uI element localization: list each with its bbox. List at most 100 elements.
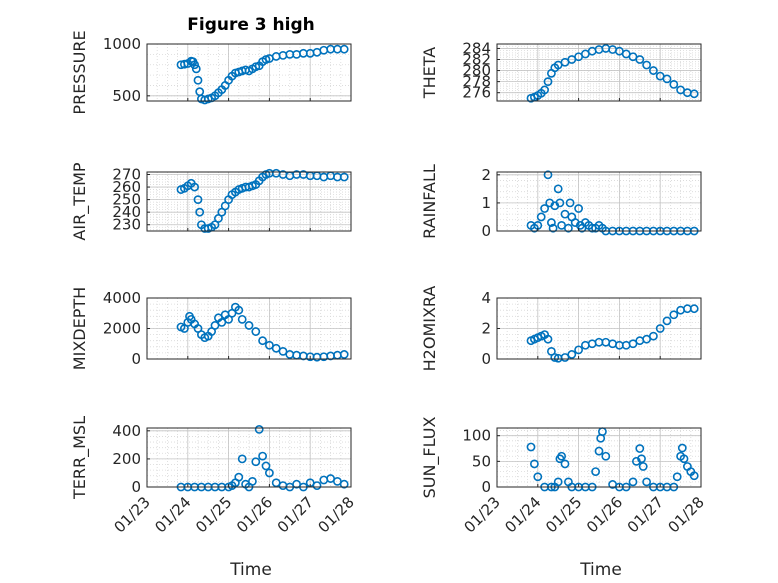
data-point-terr_msl bbox=[234, 472, 244, 482]
data-point-sun_flux bbox=[642, 477, 651, 487]
data-point-mixdepth bbox=[217, 317, 227, 327]
y-tick-label: 2 bbox=[481, 320, 491, 338]
y-tick-label: 0 bbox=[481, 478, 491, 496]
data-point-sun_flux bbox=[689, 471, 699, 481]
axes-box bbox=[146, 427, 352, 488]
y-tick-label: 400 bbox=[112, 422, 141, 440]
data-point-theta bbox=[662, 74, 672, 84]
x-tick-label: 01/28 bbox=[315, 493, 358, 536]
data-point-h2omixra bbox=[574, 345, 583, 355]
x-tick-label: 01/26 bbox=[233, 493, 276, 536]
x-tick-label: 01/24 bbox=[151, 493, 194, 536]
data-point-mixdepth bbox=[237, 314, 247, 324]
data-point-pressure bbox=[190, 60, 199, 70]
panel-h2omixra: 0 2 4 H2OMIXRA bbox=[420, 286, 702, 371]
y-tick-label: 2000 bbox=[103, 320, 141, 338]
y-axis-label: AIR_TEMP bbox=[70, 162, 90, 240]
data-point-rainfall bbox=[553, 184, 563, 194]
panel-mixdepth: 0 2000 4000 MIXDEPTH bbox=[70, 287, 352, 370]
panel-rainfall: 0 1 2 RAINFALL bbox=[420, 164, 702, 240]
data-point-h2omixra bbox=[543, 334, 553, 344]
figure-title: Figure 3 high bbox=[187, 15, 315, 35]
data-point-sun_flux bbox=[591, 467, 600, 477]
panel-pressure: 500 1000 PRESSURE bbox=[70, 30, 352, 115]
y-tick-label: 0 bbox=[481, 350, 491, 368]
data-point-h2omixra bbox=[642, 334, 651, 344]
data-point-rainfall bbox=[555, 198, 565, 208]
y-tick-label: 284 bbox=[462, 39, 491, 57]
data-point-terr_msl bbox=[339, 479, 349, 489]
data-point-air_temp bbox=[339, 172, 349, 182]
data-point-h2omixra bbox=[649, 331, 658, 341]
panel-sun_flux: 0 50 100 SUN_FLUX 01/2301/2401/2501/2601/270… bbox=[420, 417, 708, 580]
data-point-mixdepth bbox=[278, 346, 288, 356]
data-point-sun_flux bbox=[635, 444, 645, 453]
y-axis-label: MIXDEPTH bbox=[70, 287, 89, 370]
data-point-sun_flux bbox=[679, 454, 689, 464]
y-tick-label: 250 bbox=[112, 191, 141, 209]
data-point-rainfall bbox=[564, 223, 573, 233]
data-point-rainfall bbox=[540, 204, 549, 213]
data-point-terr_msl bbox=[251, 457, 261, 467]
data-point-mixdepth bbox=[210, 321, 220, 330]
data-point-rainfall bbox=[574, 204, 583, 213]
data-point-mixdepth bbox=[339, 350, 349, 359]
data-point-theta bbox=[540, 85, 549, 95]
data-point-theta bbox=[689, 89, 699, 99]
data-point-rainfall bbox=[536, 212, 546, 222]
data-point-air_temp bbox=[195, 207, 205, 217]
data-point-pressure bbox=[191, 64, 201, 74]
y-tick-label: 4000 bbox=[103, 289, 141, 307]
data-point-terr_msl bbox=[261, 461, 271, 471]
y-tick-label: 0 bbox=[131, 350, 141, 368]
data-point-air_temp bbox=[190, 182, 199, 192]
axes-box bbox=[496, 43, 702, 102]
data-point-mixdepth bbox=[234, 305, 244, 315]
data-point-pressure bbox=[339, 44, 349, 54]
axes-box bbox=[146, 171, 352, 232]
data-point-terr_msl bbox=[258, 451, 267, 461]
data-point-h2omixra bbox=[628, 339, 638, 349]
axes-box bbox=[496, 427, 702, 488]
x-tick-label: 01/23 bbox=[111, 493, 154, 536]
data-point-h2omixra bbox=[655, 324, 665, 333]
data-point-h2omixra bbox=[662, 316, 672, 326]
x-tick-label: 01/25 bbox=[192, 493, 235, 536]
y-tick-label: 500 bbox=[112, 87, 141, 105]
data-point-theta bbox=[642, 60, 651, 70]
x-tick-label: 01/27 bbox=[624, 493, 667, 536]
data-point-terr_msl bbox=[247, 476, 257, 486]
x-tick-label: 01/23 bbox=[461, 493, 504, 536]
data-point-h2omixra bbox=[567, 350, 577, 359]
data-point-sun_flux bbox=[638, 462, 648, 471]
y-tick-label: 4 bbox=[481, 289, 491, 307]
y-tick-label: 1000 bbox=[103, 35, 141, 53]
data-point-terr_msl bbox=[237, 454, 247, 464]
data-point-rainfall bbox=[548, 223, 558, 233]
y-tick-label: 260 bbox=[112, 178, 141, 196]
data-point-h2omixra bbox=[560, 353, 570, 362]
y-tick-label: 0 bbox=[131, 478, 141, 496]
data-point-theta bbox=[649, 66, 658, 75]
axes-box bbox=[146, 43, 352, 102]
data-point-mixdepth bbox=[264, 340, 274, 350]
data-point-sun_flux bbox=[672, 472, 682, 482]
data-point-sun_flux bbox=[594, 446, 604, 456]
y-axis-label: SUN_FLUX bbox=[420, 417, 440, 499]
data-point-mixdepth bbox=[251, 327, 261, 336]
data-point-pressure bbox=[193, 75, 203, 85]
data-point-sun_flux bbox=[557, 451, 566, 461]
axes-background bbox=[497, 428, 701, 487]
y-axis-label: RAINFALL bbox=[420, 164, 439, 239]
data-point-rainfall bbox=[565, 198, 575, 208]
data-point-pressure bbox=[179, 59, 189, 69]
data-point-air_temp bbox=[193, 195, 203, 205]
x-axis-label: Time bbox=[579, 560, 622, 580]
y-tick-label: 276 bbox=[462, 84, 491, 102]
x-tick-label: 01/28 bbox=[665, 493, 708, 536]
data-point-terr_msl bbox=[254, 425, 264, 434]
x-tick-label: 01/26 bbox=[583, 493, 626, 536]
